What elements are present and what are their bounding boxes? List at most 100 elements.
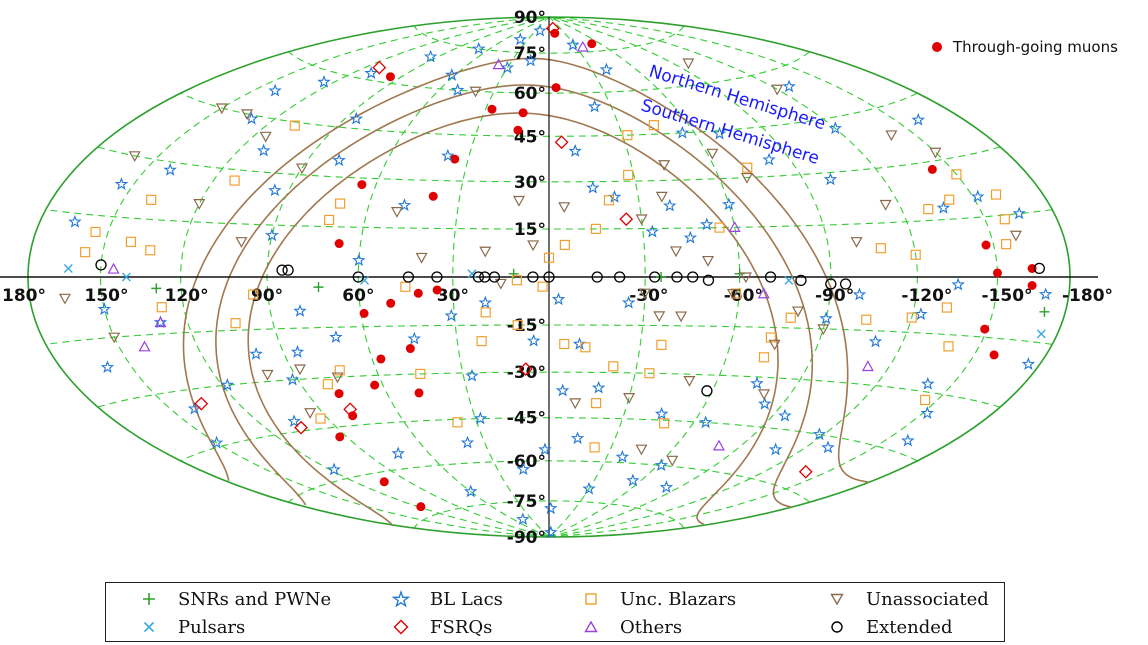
legend-item-snr: SNRs and PWNe [134,585,331,613]
data-point-diamond [195,398,207,410]
data-point-square [230,176,239,185]
data-point-filled-circle [414,388,423,397]
galactic-band-line [839,359,868,482]
data-point-triangle-down [654,312,664,321]
legend-label: FSRQs [430,617,492,638]
data-point-star [102,362,112,372]
data-point-square [657,340,666,349]
cross-icon [134,618,164,636]
data-point-filled-circle [552,83,561,92]
data-point-triangle-down [676,312,686,321]
data-point-star [656,409,667,419]
data-point-square [743,163,752,172]
data-point-triangle-down [480,247,490,256]
data-point-triangle-up [140,342,150,351]
data-point-star [354,255,365,265]
longitude-tick-label: 90° [251,286,283,306]
data-point-square [592,399,601,408]
data-point-triangle-up [578,42,588,51]
data-point-filled-circle [406,344,415,353]
latitude-tick-label: -75° [507,492,546,512]
data-point-star [70,216,81,226]
data-point-square [231,319,240,328]
data-point-square [81,248,90,257]
star-icon [386,590,416,608]
data-point-star [588,182,599,192]
data-point-triangle-down [236,238,246,247]
data-point-diamond [620,213,632,225]
muon-legend-marker [932,42,942,52]
longitude-tick-label: -90° [815,286,854,306]
data-point-star [760,398,771,408]
data-point-filled-circle [980,325,989,334]
data-point-star [821,313,832,323]
data-point-triangle-down [392,208,402,217]
data-point-triangle-down [194,200,204,209]
data-point-star [399,200,410,210]
data-point-diamond [556,136,568,148]
data-point-filled-circle [360,309,369,318]
data-point-star [572,433,582,443]
data-point-star [923,379,934,389]
data-point-filled-circle [414,289,423,298]
data-point-star [1023,359,1033,369]
data-point-square [325,215,334,224]
data-point-filled-circle [487,105,496,114]
data-point-square [147,195,156,204]
legend-label: Extended [866,617,952,638]
longitude-tick-label: 120° [165,286,209,306]
data-point-square [876,244,885,253]
data-point-filled-circle [450,155,459,164]
latitude-tick-label: -30° [507,363,546,383]
data-point-square [921,395,930,404]
data-point-square [477,337,486,346]
data-point-triangle-down [759,390,769,399]
data-point-filled-circle [1028,281,1037,290]
data-point-star [267,230,278,240]
data-point-square [560,240,569,249]
open-circle-icon [822,618,852,636]
data-point-square [91,227,100,236]
triangle-down-icon [822,590,852,608]
data-point-triangle-down [703,257,713,266]
latitude-tick-label: 60° [514,84,546,104]
data-point-star [916,309,926,319]
plus-icon [134,590,164,608]
data-point-square [481,308,490,317]
data-point-triangle-down [683,59,693,68]
legend-item-bl-lacs: BL Lacs [386,585,503,613]
data-point-star [452,85,463,95]
data-point-star [480,297,491,307]
data-point-triangle-down [514,196,524,205]
data-point-triangle-down [559,203,569,212]
data-point-filled-circle [357,180,366,189]
data-point-cross [1037,330,1045,338]
data-point-star [409,333,419,343]
data-point-plus [314,282,324,292]
data-point-triangle-down [417,253,427,262]
data-point-square [316,414,325,423]
data-point-star [251,349,261,359]
galactic-band-line [774,377,812,508]
square-icon [576,590,606,608]
legend-item-fsrqs: FSRQs [386,613,492,641]
legend-label: Pulsars [178,617,245,638]
data-point-triangle-down [881,201,891,210]
data-point-square [538,282,547,291]
data-point-square [401,282,410,291]
data-point-star [825,174,836,184]
data-point-square [1000,215,1009,224]
data-point-triangle-down [305,409,315,418]
data-point-open-circle [702,386,712,396]
data-point-square [590,443,599,452]
data-point-star [784,81,794,91]
data-point-star [903,435,914,445]
data-point-triangle-down [667,456,677,465]
data-point-star [823,442,834,452]
legend-item-pulsars: Pulsars [134,613,245,641]
data-point-triangle-up [863,362,873,371]
data-point-triangle-down [261,132,271,141]
legend-label: SNRs and PWNe [178,589,331,610]
data-point-square [945,195,954,204]
data-point-filled-circle [982,241,991,250]
